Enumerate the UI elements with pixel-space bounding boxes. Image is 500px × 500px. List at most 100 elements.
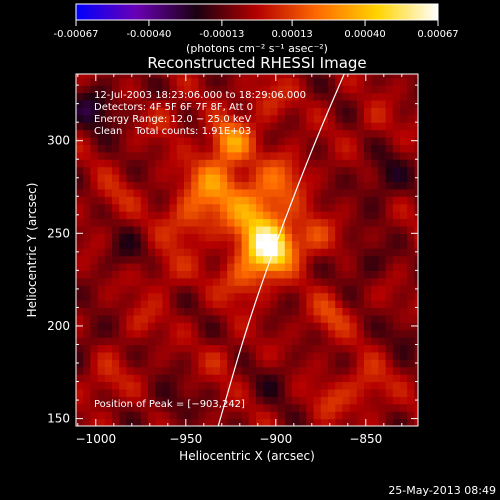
heatmap-cell bbox=[162, 381, 171, 390]
heatmap-cell bbox=[270, 270, 279, 279]
heatmap-cell bbox=[83, 240, 91, 249]
heatmap-cell bbox=[306, 411, 315, 420]
heatmap-cell bbox=[133, 240, 142, 249]
heatmap-cell bbox=[126, 411, 135, 420]
heatmap-cell bbox=[176, 248, 185, 257]
heatmap-cell bbox=[227, 99, 235, 108]
heatmap-cell bbox=[371, 74, 379, 79]
heatmap-cell bbox=[126, 159, 135, 168]
heatmap-cell bbox=[414, 292, 418, 301]
heatmap-cell bbox=[169, 329, 178, 338]
heatmap-cell bbox=[212, 233, 221, 242]
heatmap-cell bbox=[349, 277, 358, 286]
colorbar-tick-label: 0.00040 bbox=[344, 29, 385, 40]
heatmap-cell bbox=[155, 262, 163, 271]
heatmap-cell bbox=[292, 92, 300, 101]
heatmap-cell bbox=[198, 233, 207, 242]
heatmap-cell bbox=[220, 240, 228, 249]
heatmap-cell bbox=[191, 411, 199, 420]
heatmap-cell bbox=[277, 218, 286, 227]
heatmap-cell bbox=[162, 85, 171, 94]
heatmap-cell bbox=[126, 144, 135, 153]
heatmap-cell bbox=[169, 159, 178, 168]
heatmap-cell bbox=[97, 136, 106, 145]
heatmap-cell bbox=[176, 314, 185, 323]
heatmap-cell bbox=[119, 196, 127, 205]
heatmap-cell bbox=[155, 307, 163, 316]
heatmap-cell bbox=[126, 329, 135, 338]
heatmap-cell bbox=[414, 255, 418, 264]
heatmap-cell bbox=[414, 166, 418, 175]
heatmap-cell bbox=[148, 403, 156, 412]
heatmap-cell bbox=[97, 411, 106, 420]
heatmap-cell bbox=[385, 107, 394, 116]
heatmap-cell bbox=[284, 144, 293, 153]
heatmap-cell bbox=[292, 292, 300, 301]
heatmap-cell bbox=[119, 411, 127, 420]
heatmap-cell bbox=[342, 270, 351, 279]
heatmap-cell bbox=[126, 418, 135, 426]
heatmap-cell bbox=[133, 351, 142, 360]
heatmap-cell bbox=[212, 300, 221, 309]
heatmap-cell bbox=[320, 359, 329, 368]
heatmap-cell bbox=[407, 403, 415, 412]
heatmap-cell bbox=[364, 270, 372, 279]
heatmap-cell bbox=[414, 107, 418, 116]
heatmap-cell bbox=[392, 99, 401, 108]
heatmap-cell bbox=[356, 270, 365, 279]
heatmap-cell bbox=[176, 344, 185, 353]
heatmap-cell bbox=[335, 337, 343, 346]
heatmap-cell bbox=[162, 388, 171, 397]
heatmap-cell bbox=[155, 174, 163, 183]
heatmap-cell bbox=[320, 174, 329, 183]
colorbar-gradient bbox=[75, 3, 439, 21]
heatmap-cell bbox=[335, 114, 343, 123]
heatmap-cell bbox=[356, 351, 365, 360]
heatmap-cell bbox=[299, 122, 307, 131]
heatmap-cell bbox=[320, 166, 329, 175]
heatmap-cell bbox=[400, 270, 408, 279]
heatmap-cell bbox=[270, 122, 279, 131]
heatmap-cell bbox=[306, 203, 315, 212]
heatmap-cell bbox=[148, 314, 156, 323]
heatmap-cell bbox=[126, 92, 135, 101]
heatmap-cell bbox=[155, 292, 163, 301]
heatmap-cell bbox=[234, 240, 243, 249]
heatmap-cell bbox=[133, 225, 142, 234]
heatmap-cell bbox=[407, 225, 415, 234]
heatmap-cell bbox=[328, 74, 336, 79]
heatmap-cell bbox=[184, 129, 192, 138]
heatmap-cell bbox=[342, 85, 351, 94]
heatmap-cell bbox=[328, 85, 336, 94]
heatmap-cell bbox=[169, 107, 178, 116]
heatmap-cell bbox=[97, 277, 106, 286]
heatmap-cell bbox=[119, 74, 127, 79]
heatmap-cell bbox=[342, 107, 351, 116]
heatmap-cell bbox=[212, 203, 221, 212]
heatmap-cell bbox=[371, 314, 379, 323]
heatmap-cell bbox=[306, 248, 315, 257]
heatmap-cell bbox=[212, 388, 221, 397]
heatmap-cell bbox=[335, 285, 343, 294]
heatmap-cell bbox=[212, 337, 221, 346]
heatmap-cell bbox=[97, 114, 106, 123]
heatmap-cell bbox=[126, 366, 135, 375]
heatmap-cell bbox=[349, 307, 358, 316]
heatmap-cell bbox=[227, 255, 235, 264]
heatmap-cell bbox=[126, 188, 135, 197]
heatmap-cell bbox=[126, 292, 135, 301]
heatmap-cell bbox=[328, 359, 336, 368]
heatmap-cell bbox=[234, 322, 243, 331]
heatmap-cell bbox=[97, 262, 106, 271]
heatmap-cell bbox=[299, 262, 307, 271]
heatmap-cell bbox=[126, 107, 135, 116]
heatmap-cell bbox=[313, 211, 322, 220]
heatmap-cell bbox=[176, 159, 185, 168]
heatmap-cell bbox=[234, 107, 243, 116]
heatmap-cell bbox=[284, 262, 293, 271]
heatmap-cell bbox=[155, 129, 163, 138]
heatmap-cell bbox=[104, 122, 113, 131]
heatmap-cell bbox=[155, 359, 163, 368]
heatmap-cell bbox=[392, 188, 401, 197]
heatmap-cell bbox=[248, 107, 257, 116]
